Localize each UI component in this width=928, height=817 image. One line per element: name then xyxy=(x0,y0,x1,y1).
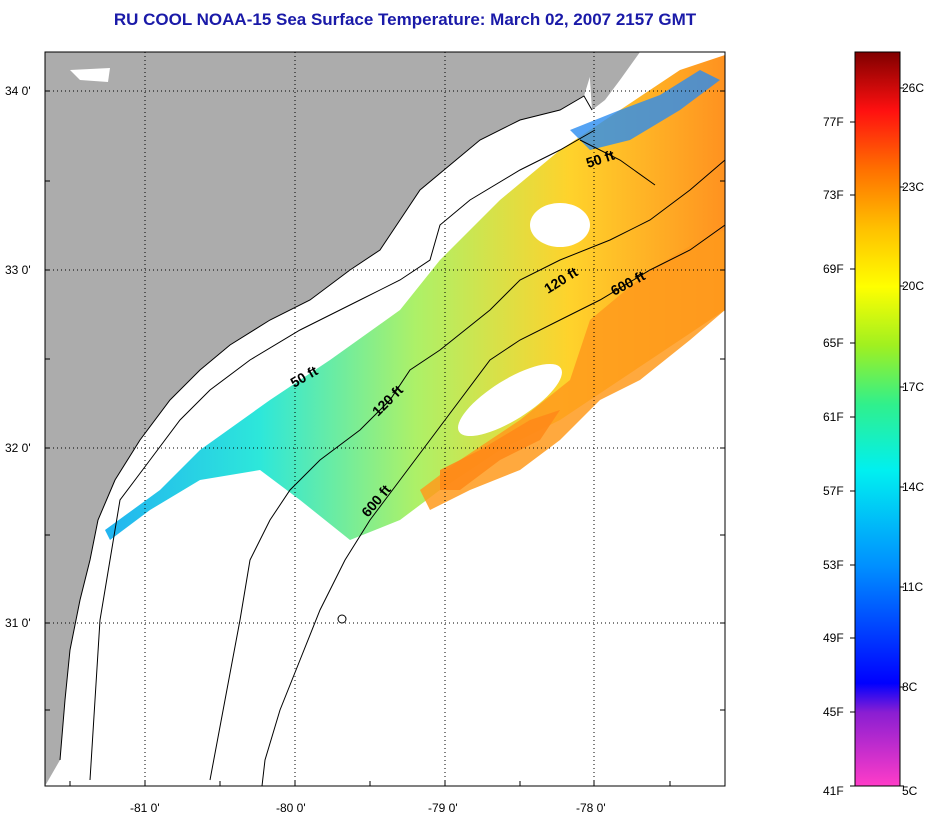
color-scale xyxy=(854,51,901,787)
colorbar-label-c: 5C xyxy=(902,784,918,798)
colorbar-label-f: 57F xyxy=(823,484,844,498)
colorbar-label-c: 8C xyxy=(902,680,918,694)
colorbar-label-f: 73F xyxy=(823,188,844,202)
land-mass-north xyxy=(588,52,640,110)
color-bar: 77F 73F 69F 65F 61F 57F 53F 49F 45F 41F … xyxy=(823,51,924,798)
colorbar-label-f: 65F xyxy=(823,336,844,350)
colorbar-label-f: 69F xyxy=(823,262,844,276)
colorbar-label-c: 26C xyxy=(902,81,924,95)
lon-label: -78 0' xyxy=(576,801,606,815)
lat-label: 31 0' xyxy=(5,616,31,630)
colorbar-label-c: 17C xyxy=(902,380,924,394)
colorbar-label-f: 49F xyxy=(823,631,844,645)
colorbar-label-c: 23C xyxy=(902,180,924,194)
lon-label: -80 0' xyxy=(276,801,306,815)
map-title: RU COOL NOAA-15 Sea Surface Temperature:… xyxy=(113,10,697,29)
colorbar-label-f: 53F xyxy=(823,558,844,572)
colorbar-label-c: 14C xyxy=(902,480,924,494)
lat-label: 33 0' xyxy=(5,263,31,277)
graticule xyxy=(45,52,725,786)
sst-swath xyxy=(105,55,725,540)
isobath-50ft xyxy=(89,129,656,781)
colorbar-label-f: 41F xyxy=(823,784,844,798)
colorbar-label-f: 45F xyxy=(823,705,844,719)
colorbar-label-f: 61F xyxy=(823,410,844,424)
cloud-patch xyxy=(530,203,590,247)
isobath-120ft xyxy=(209,159,725,781)
colorbar-label-c: 20C xyxy=(902,279,924,293)
sst-cool-patch xyxy=(570,70,720,150)
lat-label: 34 0' xyxy=(5,84,31,98)
color-bar-ticks xyxy=(850,87,904,787)
land-mass xyxy=(45,52,592,786)
lat-label: 32 0' xyxy=(5,441,31,455)
lon-label: -79 0' xyxy=(428,801,458,815)
cloud-patch xyxy=(458,363,562,437)
axis-ticks xyxy=(45,90,725,786)
colorbar-label-f: 77F xyxy=(823,115,844,129)
colorbar-label-c: 11C xyxy=(902,580,923,594)
map-content: 50 ft 50 ft 120 ft 120 ft 600 ft 600 ft xyxy=(45,52,725,786)
lon-label: -81 0' xyxy=(130,801,160,815)
isobath-600ft xyxy=(261,224,725,786)
cloud-patch xyxy=(70,68,110,82)
coastline xyxy=(59,95,593,761)
sst-warm-band xyxy=(420,230,725,510)
map-frame xyxy=(44,51,726,787)
sst-warm-filament xyxy=(440,410,560,490)
